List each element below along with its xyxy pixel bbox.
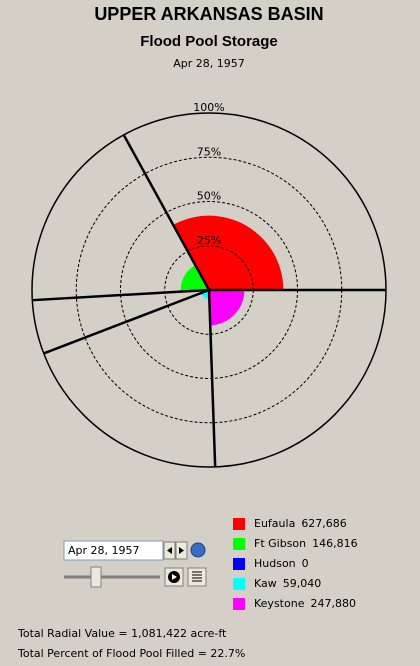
legend-swatch <box>233 558 245 570</box>
sector <box>173 215 284 290</box>
legend-storage: 59,040 <box>283 577 322 590</box>
legend-storage: 146,816 <box>312 537 358 550</box>
legend-swatch <box>233 598 245 610</box>
sector <box>200 290 210 299</box>
r-tick-label: 25% <box>197 234 221 247</box>
play-triangle <box>172 574 177 580</box>
legend-storage: 247,880 <box>310 597 356 610</box>
sector-divider <box>43 288 210 355</box>
legend-name: Eufaula <box>254 517 295 530</box>
sector <box>209 290 245 326</box>
next-icon <box>179 547 184 554</box>
plot: 25% 50% 75% 100% <box>31 101 387 468</box>
chart-subtitle: Flood Pool Storage <box>140 33 278 50</box>
legend-name: Kaw <box>254 577 277 590</box>
total-percent: Total Percent of Flood Pool Filled = 22.… <box>17 647 245 660</box>
r-tick-label: 75% <box>197 145 221 158</box>
legend-name: Hudson <box>254 557 296 570</box>
chart-title: UPPER ARKANSAS BASIN <box>94 4 323 24</box>
date-field[interactable] <box>63 540 164 561</box>
legend-swatch <box>233 518 245 530</box>
sector-divider <box>207 289 217 467</box>
date-field-text: Apr 28, 1957 <box>68 544 140 557</box>
r-tick-label: 50% <box>197 190 221 203</box>
legend-swatch <box>233 538 245 550</box>
globe-button[interactable] <box>190 542 206 558</box>
sector-divider <box>122 134 211 291</box>
legend-storage: 627,686 <box>301 517 347 530</box>
legend-storage: 0 <box>302 557 309 570</box>
legend: Eufaula 627,686 Ft Gibson 146,816 Hudson 0 Kaw… <box>233 517 358 610</box>
report-button[interactable] <box>187 567 207 587</box>
report-icon <box>192 571 202 582</box>
legend-name: Ft Gibson <box>254 537 306 550</box>
r-tick-label: 100% <box>193 101 224 114</box>
total-radial: Total Radial Value = 1,081,422 acre-ft <box>17 627 227 640</box>
chart-date: Apr 28, 1957 <box>173 57 245 70</box>
slider-thumb[interactable] <box>90 566 102 588</box>
legend-name: Keystone <box>254 597 305 610</box>
prev-icon <box>167 547 172 554</box>
controls: Apr 28, 1957 <box>63 540 207 588</box>
sector-divider <box>32 288 210 302</box>
legend-swatch <box>233 578 245 590</box>
sector <box>180 265 209 292</box>
